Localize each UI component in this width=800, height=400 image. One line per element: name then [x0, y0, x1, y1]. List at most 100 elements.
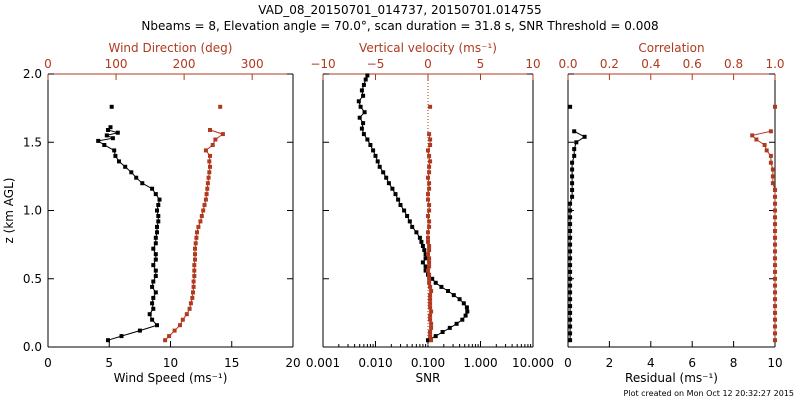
data-point — [568, 331, 573, 336]
data-point — [371, 148, 376, 153]
data-point — [429, 289, 434, 293]
data-point — [153, 241, 158, 246]
data-point — [770, 167, 775, 172]
data-point — [773, 310, 777, 315]
data-point — [420, 244, 425, 248]
data-point — [427, 280, 432, 285]
data-point — [178, 323, 182, 328]
data-point — [423, 264, 428, 269]
data-point — [570, 181, 575, 186]
data-point — [172, 328, 177, 333]
series-1 — [356, 73, 470, 343]
data-point — [429, 338, 434, 343]
data-point — [137, 328, 142, 333]
data-point — [153, 235, 158, 240]
top-tick-label: 0.0 — [558, 57, 577, 71]
data-point — [428, 301, 433, 306]
data-point — [180, 317, 185, 322]
data-point — [405, 214, 410, 218]
data-point — [582, 134, 587, 139]
data-point — [427, 170, 432, 175]
x-axis-label: Wind Speed (ms⁻¹) — [114, 371, 228, 385]
data-point — [210, 143, 215, 147]
data-point — [568, 283, 573, 288]
data-point — [192, 274, 197, 278]
data-point — [155, 208, 159, 213]
top-tick-label: 10 — [525, 57, 540, 71]
data-point — [201, 208, 206, 213]
data-point — [464, 305, 469, 310]
x-tick-label: 20 — [285, 356, 300, 370]
top-tick-label: 0.8 — [724, 57, 743, 71]
data-point — [568, 263, 573, 268]
data-point — [427, 181, 432, 186]
data-point — [115, 130, 120, 135]
data-point — [429, 325, 434, 330]
data-point — [386, 181, 391, 186]
data-point — [427, 203, 432, 207]
data-point — [113, 153, 118, 158]
data-point — [153, 268, 158, 273]
x-axis-label: SNR — [416, 371, 441, 385]
data-point — [123, 164, 128, 169]
data-point — [398, 203, 403, 207]
data-point — [570, 167, 575, 172]
data-point — [773, 215, 777, 220]
data-point — [427, 164, 432, 169]
series-line — [96, 126, 161, 341]
data-point — [193, 246, 197, 251]
y-tick-label: 0.5 — [23, 272, 42, 286]
data-point — [157, 197, 162, 202]
x-tick-label: 0.100 — [411, 356, 445, 370]
data-point — [375, 159, 380, 164]
data-point — [361, 93, 366, 98]
data-point — [192, 268, 197, 273]
data-point — [102, 143, 107, 147]
data-point — [428, 313, 433, 318]
data-point — [427, 244, 432, 248]
data-point — [568, 324, 573, 329]
series-4 — [218, 104, 223, 109]
data-point — [167, 334, 172, 339]
data-point — [570, 174, 575, 179]
top-tick-label: 0 — [424, 57, 432, 71]
data-point — [163, 338, 168, 343]
data-point — [433, 280, 438, 285]
x-tick-label: 8 — [730, 356, 738, 370]
figure-subtitle: Nbeams = 8, Elevation angle = 70.0°, sca… — [141, 19, 658, 33]
top-tick-label: 100 — [105, 57, 128, 71]
data-point — [570, 194, 575, 199]
panel-2: 0.001 0.010 0.100 1.000 10.000 SNR −10 −5 0 5 10 Ve… — [306, 41, 554, 385]
data-point — [568, 338, 573, 343]
data-point — [187, 306, 192, 311]
data-point — [457, 297, 462, 302]
data-point — [773, 104, 777, 109]
data-point — [773, 276, 777, 281]
data-point — [155, 230, 159, 235]
data-point — [151, 246, 156, 251]
data-point — [428, 330, 433, 334]
data-point — [188, 301, 193, 306]
data-point — [427, 256, 432, 261]
data-point — [420, 260, 425, 265]
top-axis-label: Vertical velocity (ms⁻¹) — [359, 41, 497, 55]
data-point — [428, 159, 433, 164]
data-point — [446, 289, 450, 293]
panel-3: 0 2 4 6 8 10 Residual (ms⁻¹) 0.0 0.2 0.4 0.6 0.8 1.0… — [558, 41, 784, 385]
data-point — [140, 181, 145, 186]
y-tick-label: 1.0 — [23, 204, 42, 218]
data-point — [423, 268, 428, 273]
data-point — [192, 263, 197, 268]
data-point — [426, 230, 430, 235]
data-point — [112, 148, 117, 153]
data-point — [426, 235, 430, 240]
data-point — [570, 188, 575, 192]
top-tick-label: 300 — [241, 57, 264, 71]
data-point — [390, 186, 395, 191]
data-point — [153, 274, 158, 278]
data-point — [417, 235, 422, 240]
data-point — [428, 143, 433, 147]
data-point — [208, 128, 212, 132]
data-point — [568, 104, 573, 109]
y-tick-label: 2.0 — [23, 67, 42, 81]
